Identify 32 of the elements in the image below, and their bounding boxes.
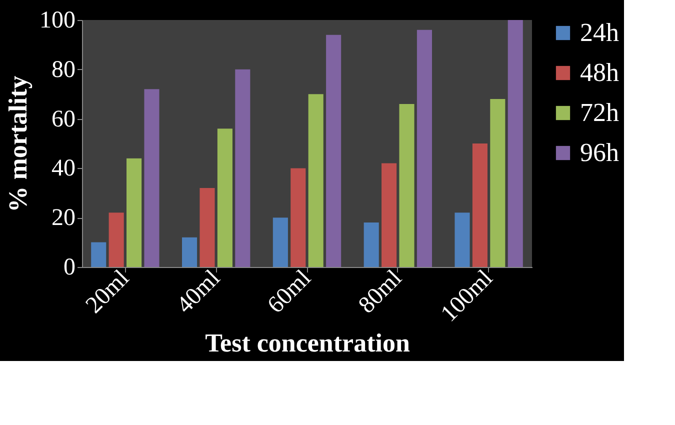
bar xyxy=(91,242,106,267)
bar xyxy=(308,94,324,267)
y-tick-label: 80 xyxy=(52,56,76,83)
y-tick-label: 100 xyxy=(40,8,76,34)
x-axis-title: Test concentration xyxy=(205,328,410,358)
bar xyxy=(144,89,160,267)
legend-label: 96h xyxy=(580,138,619,167)
bar xyxy=(272,218,288,267)
y-tick-label: 20 xyxy=(52,205,76,232)
legend-label: 24h xyxy=(580,18,619,47)
y-axis-title: % mortality xyxy=(4,76,32,212)
bar xyxy=(454,212,470,267)
bar xyxy=(416,30,432,267)
bar xyxy=(235,69,250,267)
legend-label: 48h xyxy=(580,58,619,87)
y-tick-label: 60 xyxy=(52,106,76,132)
bar xyxy=(382,163,397,267)
bar xyxy=(182,237,198,267)
bar xyxy=(126,158,142,267)
bar xyxy=(108,212,124,267)
bar xyxy=(364,222,379,267)
legend-label: 72h xyxy=(580,98,619,127)
bar xyxy=(217,128,232,267)
bar xyxy=(490,99,506,267)
bar xyxy=(290,168,306,267)
bar xyxy=(508,20,523,267)
bar xyxy=(326,34,342,267)
bar xyxy=(200,188,215,267)
bar xyxy=(472,144,488,267)
bar xyxy=(399,104,414,267)
y-tick-label: 0 xyxy=(64,254,76,280)
y-tick-label: 40 xyxy=(52,156,76,182)
